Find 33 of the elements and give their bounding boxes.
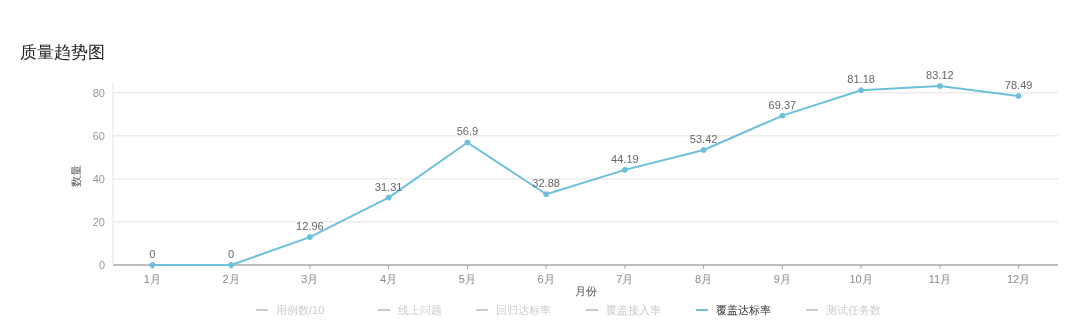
y-tick-label: 80: [92, 86, 105, 99]
data-label: 12.96: [296, 220, 324, 233]
y-tick-label: 60: [92, 129, 105, 142]
data-label: 44.19: [611, 152, 639, 165]
y-tick-label: 0: [98, 259, 105, 271]
x-tick-label: 1月: [143, 273, 161, 285]
legend-label: 覆盖达标率: [716, 304, 771, 316]
data-label: 78.49: [1004, 79, 1033, 92]
x-axis-title: 月份: [575, 285, 597, 297]
data-label: 83.12: [926, 69, 954, 82]
data-label: 31.31: [374, 180, 403, 193]
data-label: 81.18: [847, 73, 875, 86]
y-axis-title: 数量: [70, 165, 82, 187]
y-tick-label: 20: [92, 215, 105, 228]
x-tick-label: 6月: [537, 273, 555, 285]
x-tick-label: 8月: [695, 273, 713, 285]
y-tick-label: 40: [92, 172, 105, 185]
x-tick-label: 9月: [773, 273, 791, 285]
x-tick-label: 7月: [616, 273, 634, 285]
data-label: 69.37: [768, 98, 797, 111]
data-label: 0: [149, 248, 156, 260]
data-label: 0: [228, 248, 235, 260]
chart-title: 质量趋势图: [20, 43, 105, 62]
data-label: 53.42: [689, 132, 718, 145]
x-tick-label: 5月: [458, 273, 476, 285]
x-tick-label: 4月: [380, 273, 398, 285]
data-label: 56.9: [456, 125, 479, 138]
data-label: 32.88: [532, 177, 560, 190]
x-tick-label: 3月: [301, 273, 319, 285]
x-tick-label: 12月: [1007, 273, 1031, 285]
x-tick-label: 11月: [928, 273, 952, 285]
x-tick-label: 2月: [222, 273, 240, 285]
x-tick-label: 10月: [849, 273, 873, 285]
